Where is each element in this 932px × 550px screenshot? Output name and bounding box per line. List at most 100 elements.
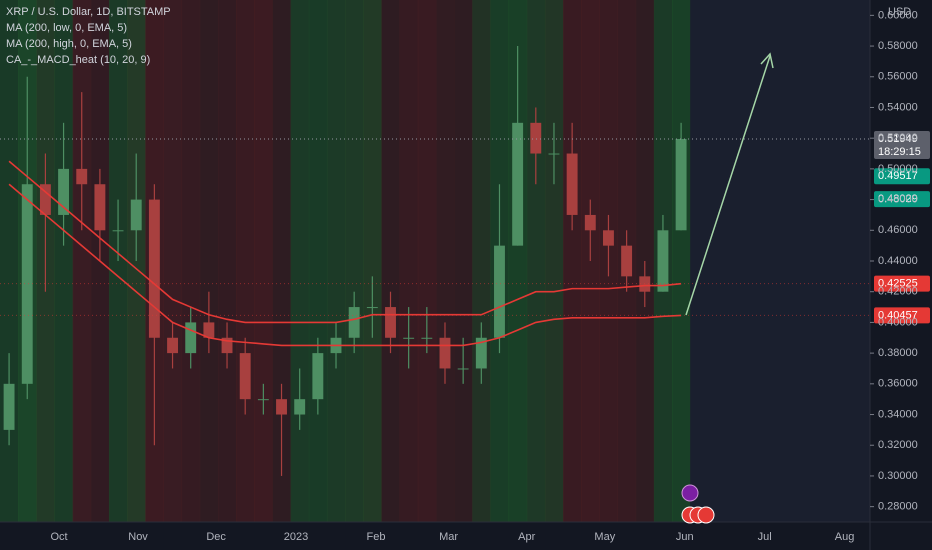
event-icon[interactable] — [681, 484, 699, 502]
x-tick-label: Oct — [50, 531, 67, 543]
candle-body — [21, 184, 33, 384]
candle-body — [94, 184, 106, 231]
y-tick-label: 0.50000 — [878, 163, 918, 175]
x-tick-label: May — [594, 531, 615, 543]
axis-labels: 0.40457 0.42525 0.49517 0.48029 0.5194918:29… — [874, 130, 930, 324]
axis-unit: USD — [888, 6, 911, 18]
legend-entry: MA (200, high, 0, EMA, 5) — [6, 38, 132, 50]
y-tick-label: 0.36000 — [878, 378, 918, 390]
candle-body — [276, 399, 287, 415]
plot-area — [0, 0, 870, 522]
price-label-box — [874, 168, 930, 185]
heat-stripe — [199, 0, 219, 522]
candle-body — [58, 168, 70, 215]
price-label: 0.40457 — [878, 309, 918, 321]
x-tick-label: Jul — [758, 531, 772, 543]
y-tick-label: 0.60000 — [878, 9, 918, 21]
candle-body — [403, 337, 415, 339]
price-label: 0.48029 — [878, 193, 918, 205]
candle-body — [185, 322, 197, 354]
candle-body — [439, 337, 451, 369]
candle-body — [112, 230, 124, 232]
price-label: 0.49517 — [878, 170, 918, 182]
x-tick-label: Dec — [206, 531, 226, 543]
event-icon[interactable] — [697, 506, 715, 524]
heat-stripe — [163, 0, 183, 522]
heat-stripe — [563, 0, 582, 522]
x-tick-label: Nov — [128, 531, 148, 543]
y-tick-label: 0.58000 — [878, 40, 918, 52]
candle-body — [148, 199, 160, 338]
candle-body — [657, 230, 669, 292]
legend-entry: CA_-_MACD_heat (10, 20, 9) — [6, 54, 150, 66]
price-label-box — [874, 191, 930, 208]
heat-stripe — [544, 0, 564, 522]
candle-body — [203, 322, 215, 338]
countdown: 18:29:15 — [878, 146, 921, 158]
heat-stripe — [290, 0, 310, 522]
candle-body — [530, 122, 542, 154]
y-tick-label: 0.56000 — [878, 71, 918, 83]
candle-body — [584, 214, 596, 231]
arrow-annotation — [685, 52, 774, 316]
heat-stripe — [454, 0, 473, 522]
candle-body — [494, 245, 505, 338]
y-tick-label: 0.52000 — [878, 132, 918, 144]
x-tick-label: Jun — [676, 531, 694, 543]
x-tick-label: Mar — [439, 531, 458, 543]
legend-entry: MA (200, low, 0, EMA, 5) — [6, 22, 127, 34]
heat-stripe — [472, 0, 491, 522]
heat-stripe — [363, 0, 382, 522]
y-tick-label: 0.32000 — [878, 439, 918, 451]
candle-body — [348, 307, 360, 338]
current-price: 0.51949 — [878, 133, 918, 145]
candle-body — [167, 337, 178, 354]
heat-stripe — [217, 0, 237, 522]
candle-body — [548, 153, 560, 155]
candle-body — [76, 168, 88, 185]
ma-line — [8, 160, 682, 324]
candle-body — [130, 199, 142, 231]
candle-body — [3, 383, 15, 430]
price-label: 0.42525 — [878, 278, 918, 290]
heat-stripe — [272, 0, 292, 522]
heat-stripe — [345, 0, 364, 522]
y-tick-label: 0.38000 — [878, 347, 918, 359]
current-price-box — [874, 130, 930, 159]
y-tick-label: 0.34000 — [878, 408, 918, 420]
heat-stripe — [399, 0, 419, 522]
heat-stripe — [54, 0, 74, 522]
candle-body — [675, 138, 687, 231]
y-tick-label: 0.46000 — [878, 224, 918, 236]
x-tick-label: Feb — [366, 531, 385, 543]
ma-line — [8, 183, 682, 347]
y-tick-label: 0.54000 — [878, 101, 918, 113]
candle-body — [603, 230, 614, 246]
candle-body — [621, 245, 633, 277]
heat-stripe — [672, 0, 691, 522]
heat-stripe — [526, 0, 546, 522]
candle-body — [366, 307, 378, 309]
heat-stripe — [236, 0, 255, 522]
heat-stripe — [435, 0, 455, 522]
heat-stripe — [417, 0, 437, 522]
candle-body — [385, 307, 396, 338]
y-tick-label: 0.48000 — [878, 193, 918, 205]
heat-stripe — [381, 0, 401, 522]
y-tick-label: 0.30000 — [878, 470, 918, 482]
candle-body — [457, 368, 469, 370]
candle-body — [566, 153, 578, 215]
x-tick-label: Aug — [835, 531, 855, 543]
heat-stripe — [308, 0, 328, 522]
y-tick-label: 0.40000 — [878, 316, 918, 328]
y-tick-label: 0.44000 — [878, 255, 918, 267]
price-label-box — [874, 307, 930, 324]
future-area — [690, 0, 870, 522]
candle-body — [421, 337, 433, 339]
y-tick-label: 0.42000 — [878, 286, 918, 298]
price-label-box — [874, 275, 930, 292]
chart-title: XRP / U.S. Dollar, 1D, BITSTAMP — [6, 6, 171, 18]
candle-body — [239, 353, 251, 400]
candle-body — [257, 399, 269, 401]
